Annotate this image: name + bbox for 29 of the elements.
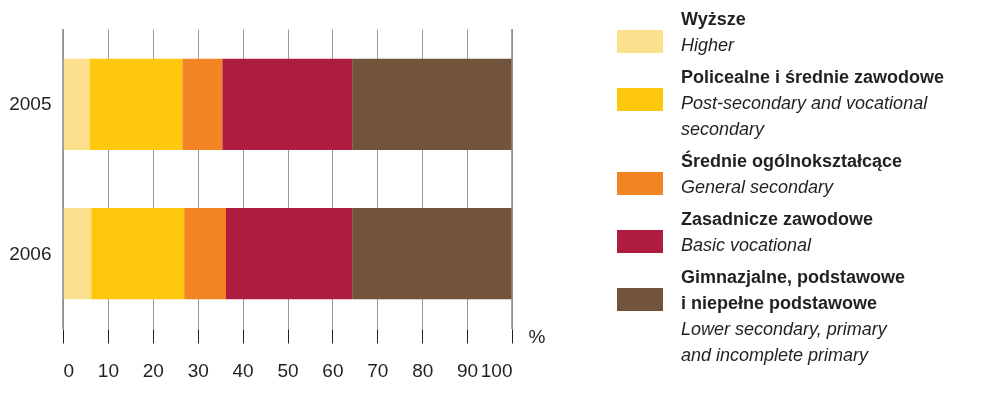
x-tick-label: 70	[367, 359, 389, 381]
legend-label: Policealne i średnie zawodowe Post-secondary and vocational secondary	[681, 66, 945, 141]
x-tick-label: 40	[232, 359, 254, 381]
x-axis-title: %	[528, 325, 546, 347]
x-tick-label: 90	[457, 359, 479, 381]
legend-label: Zasadnicze zawodowe Basic vocational	[681, 208, 874, 257]
bar	[89, 58, 183, 150]
x-tick-label: 50	[277, 359, 299, 381]
bar	[222, 58, 353, 150]
x-tick-label: 30	[187, 359, 209, 381]
x-tick-label: 100	[480, 359, 513, 381]
x-tick-label: 80	[412, 359, 434, 381]
bar	[63, 208, 92, 300]
bar	[225, 208, 353, 300]
y-tick-label: 2006	[9, 242, 52, 264]
bar	[352, 58, 512, 150]
x-tick-label: 10	[97, 359, 119, 381]
x-tick-label: 0	[63, 359, 75, 381]
bar	[184, 208, 226, 300]
x-tick-label: 60	[322, 359, 344, 381]
legend-label: Wyższe Higher	[681, 8, 746, 57]
legend-label: Średnie ogólnokształcące General secondary	[681, 149, 903, 199]
text: Gimnazjalne, podstawowe i niepełne podstawowe Lower secondary, primary and incomplete primary	[681, 266, 906, 367]
bar	[352, 208, 512, 300]
bar	[182, 58, 223, 150]
bar	[63, 58, 90, 150]
x-tick-label: 20	[142, 359, 164, 381]
y-tick-label: 2005	[9, 93, 52, 115]
bar	[91, 208, 185, 300]
